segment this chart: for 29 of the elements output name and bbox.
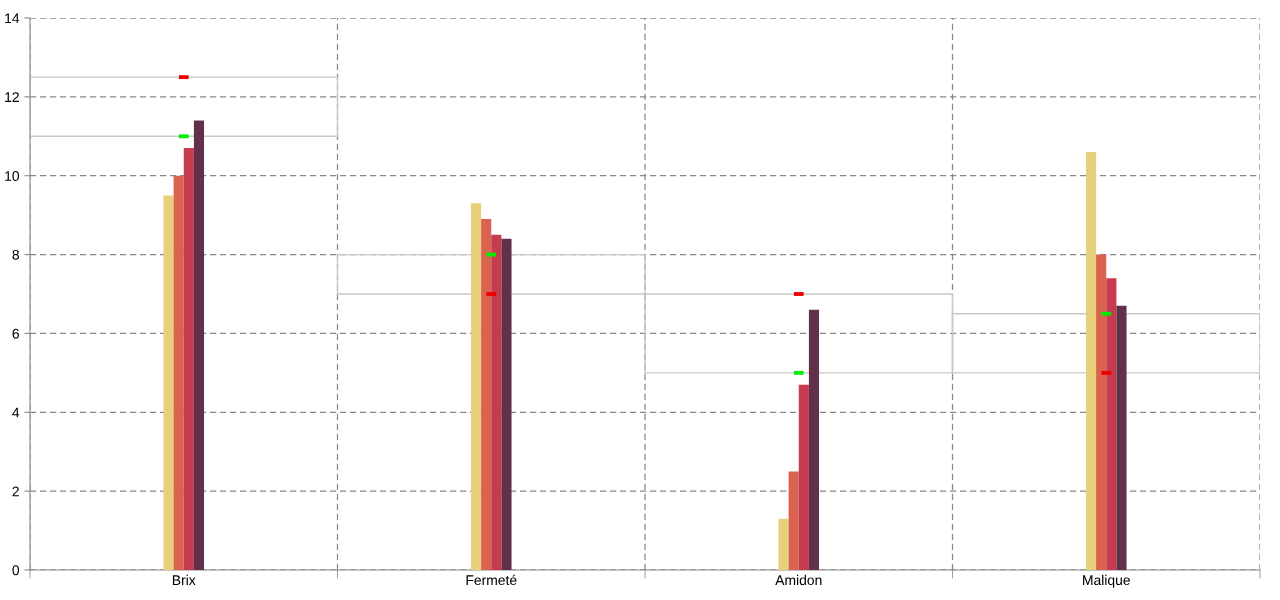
y-tick-label: 4 (12, 407, 20, 418)
y-tick-label: 8 (12, 249, 19, 260)
x-tick-label: Malique (1083, 574, 1130, 588)
bar (798, 384, 809, 570)
bar (193, 120, 205, 570)
bar (173, 175, 184, 570)
bar (163, 195, 174, 570)
bar (778, 518, 789, 570)
x-tick-label: Amidon (775, 574, 822, 586)
bar (501, 238, 512, 570)
bar (491, 234, 502, 570)
y-tick-label: 2 (12, 486, 19, 497)
bar (1116, 305, 1127, 570)
bar (183, 148, 194, 570)
bar (481, 219, 492, 570)
x-tick-label: Fermeté (466, 574, 517, 586)
bar (788, 471, 799, 570)
y-tick-label: 6 (12, 328, 19, 339)
bar (470, 203, 482, 570)
bar (1085, 152, 1097, 570)
bar (808, 309, 820, 570)
y-tick-label: 14 (5, 13, 20, 24)
y-tick-label: 10 (5, 171, 20, 181)
bar (1106, 278, 1117, 570)
bar (1096, 254, 1107, 570)
y-tick-label: 12 (5, 92, 19, 102)
x-tick-label: Brix (172, 574, 196, 585)
bar (30, 76, 339, 137)
y-tick-label: 0 (12, 565, 20, 576)
